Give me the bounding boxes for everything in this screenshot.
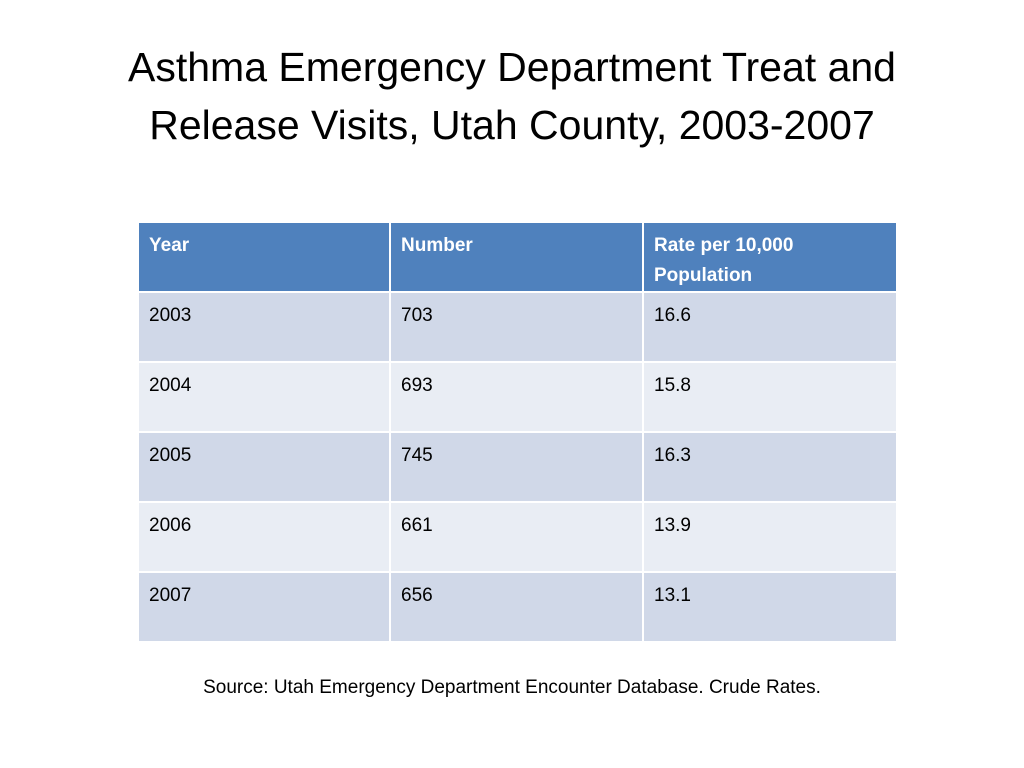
table-row: 2005 745 16.3 [137,431,898,503]
header-year: Year [137,221,391,293]
cell-number: 745 [389,431,644,503]
header-number: Number [389,221,644,293]
cell-number: 703 [389,291,644,363]
cell-year: 2005 [137,431,391,503]
cell-rate: 16.3 [642,431,898,503]
table-row: 2007 656 13.1 [137,571,898,643]
slide-title: Asthma Emergency Department Treat and Re… [40,38,984,154]
cell-number: 661 [389,501,644,573]
source-note: Source: Utah Emergency Department Encoun… [203,677,821,698]
cell-year: 2003 [137,291,391,363]
table-row: 2003 703 16.6 [137,291,898,363]
cell-rate: 13.1 [642,571,898,643]
data-table-container: Year Number Rate per 10,000 Population 2… [137,221,898,643]
table-row: 2004 693 15.8 [137,361,898,433]
cell-year: 2007 [137,571,391,643]
cell-rate: 13.9 [642,501,898,573]
table-row: 2006 661 13.9 [137,501,898,573]
cell-number: 693 [389,361,644,433]
data-table: Year Number Rate per 10,000 Population 2… [137,221,898,643]
cell-year: 2006 [137,501,391,573]
cell-rate: 15.8 [642,361,898,433]
slide-title-line-2: Release Visits, Utah County, 2003-2007 [149,102,875,148]
cell-number: 656 [389,571,644,643]
cell-rate: 16.6 [642,291,898,363]
slide-title-line-1: Asthma Emergency Department Treat and [128,44,896,90]
header-rate: Rate per 10,000 Population [642,221,898,293]
cell-year: 2004 [137,361,391,433]
table-header-row: Year Number Rate per 10,000 Population [137,221,898,293]
